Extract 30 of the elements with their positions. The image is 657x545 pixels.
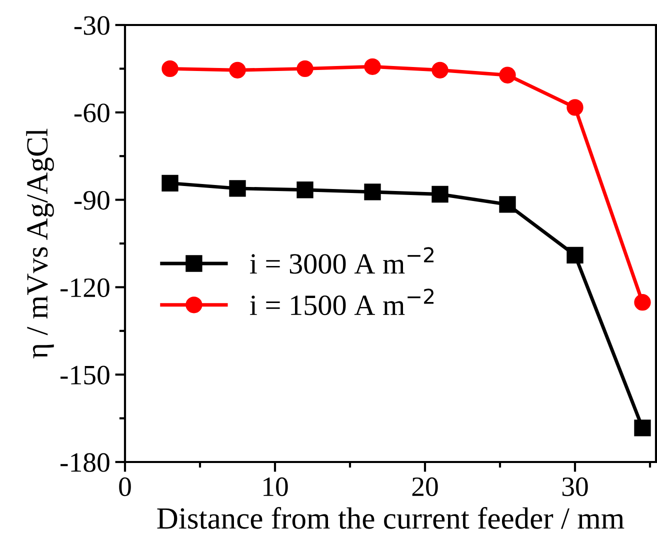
point (432, 62, 448, 78)
point (634, 420, 651, 436)
y-tick-label: -150 (60, 366, 110, 385)
legend-label: i = 3000 A m$^{−2}$ (250, 247, 434, 274)
point (364, 184, 381, 200)
x-tick-label: 30 (562, 477, 588, 496)
legend-label: i = 1500 A m$^{−2}$ (250, 288, 434, 316)
point (296, 182, 314, 198)
y-tick-label: -120 (60, 278, 110, 298)
point (499, 66, 516, 84)
point (296, 60, 314, 78)
x-tick-label: 10 (264, 477, 288, 496)
y-tick-label: -60 (74, 104, 110, 122)
point (162, 174, 178, 192)
point (566, 246, 584, 264)
point (229, 180, 246, 197)
y-tick-label: -90 (74, 190, 110, 210)
point (229, 62, 246, 78)
point (499, 196, 516, 213)
y-tick-label: -180 (60, 453, 110, 472)
x-axis-title: Distance from the current feeder / mm (157, 507, 624, 529)
y-axis-title: η / mVvs Ag/AgCl (26, 128, 54, 358)
point (432, 186, 448, 203)
point (634, 294, 651, 311)
point (162, 60, 178, 78)
point (364, 58, 381, 75)
x-tick-label: 20 (412, 477, 438, 496)
point (566, 99, 584, 116)
y-tick-label: -30 (74, 16, 110, 35)
x-tick-label: 0 (119, 477, 131, 496)
